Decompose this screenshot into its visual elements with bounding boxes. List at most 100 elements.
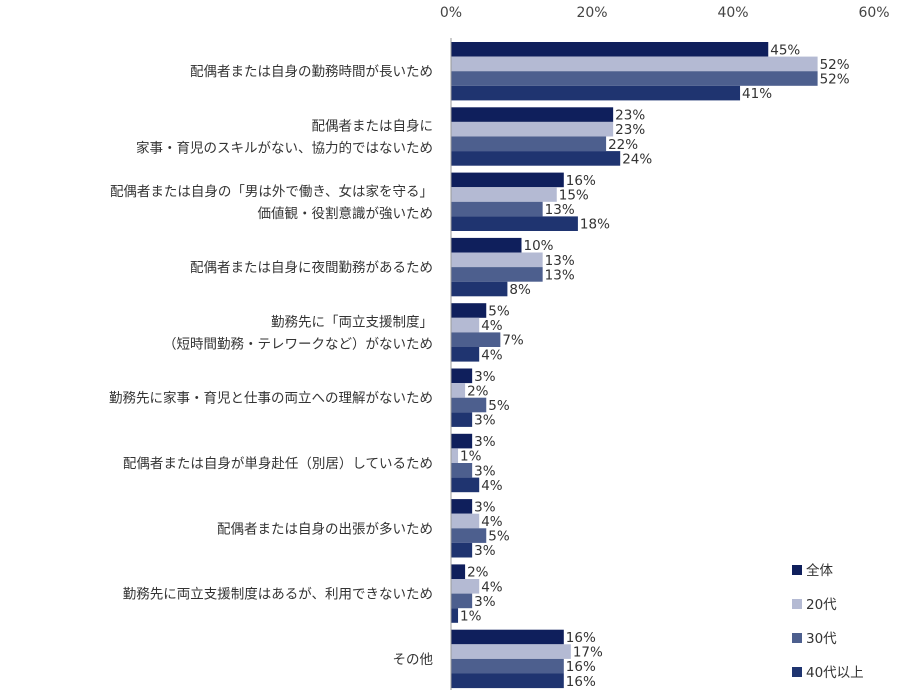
data-label: 5% bbox=[488, 304, 510, 320]
legend: 全体 20代 30代 40代以上 bbox=[792, 562, 864, 681]
data-label: 3% bbox=[474, 413, 496, 429]
data-label: 45% bbox=[770, 42, 800, 58]
bar bbox=[451, 237, 522, 253]
data-label: 1% bbox=[460, 449, 482, 465]
category-label: 配偶者または自身の勤務時間が長いため bbox=[190, 64, 433, 80]
category-labels: 配偶者または自身の勤務時間が長いため配偶者または自身に家事・育児のスキルがない、… bbox=[109, 64, 433, 668]
bar bbox=[451, 317, 480, 333]
bar bbox=[451, 383, 466, 398]
bar bbox=[451, 56, 818, 72]
bar bbox=[451, 433, 473, 449]
data-labels: 45%52%52%41%23%23%22%24%16%15%13%18%10%1… bbox=[460, 42, 850, 690]
bar bbox=[451, 187, 557, 202]
bar bbox=[451, 151, 621, 166]
bar bbox=[451, 368, 473, 384]
bars bbox=[451, 42, 818, 689]
data-label: 41% bbox=[742, 86, 772, 102]
legend-label: 20代 bbox=[806, 597, 837, 613]
data-label: 4% bbox=[481, 478, 503, 494]
data-label: 5% bbox=[488, 529, 510, 545]
category-label: 配偶者または自身の「男は外で働き、女は家を守る」 bbox=[110, 183, 433, 200]
bar bbox=[451, 542, 473, 558]
category-label: その他 bbox=[393, 652, 434, 668]
bar bbox=[451, 42, 769, 57]
data-label: 52% bbox=[820, 72, 850, 88]
data-label: 3% bbox=[474, 463, 496, 479]
bar bbox=[451, 448, 459, 463]
category-label: 家事・育児のスキルがない、協力的ではないため bbox=[136, 140, 433, 157]
category-label: 勤務先に家事・育児と仕事の両立への理解がないため bbox=[109, 390, 433, 407]
data-label: 16% bbox=[566, 630, 596, 646]
data-label: 16% bbox=[566, 674, 596, 690]
legend-swatch bbox=[792, 667, 802, 677]
data-label: 3% bbox=[474, 434, 496, 450]
category-label: 勤務先に「両立支援制度」 bbox=[271, 314, 433, 330]
data-label: 23% bbox=[615, 122, 645, 138]
bar bbox=[451, 477, 480, 493]
bar bbox=[451, 107, 614, 122]
legend-swatch bbox=[792, 633, 802, 643]
bar bbox=[451, 629, 564, 645]
data-label: 2% bbox=[467, 565, 489, 581]
x-tick-label: 20% bbox=[576, 5, 607, 21]
legend-label: 40代以上 bbox=[806, 665, 864, 681]
bar bbox=[451, 397, 487, 413]
data-label: 13% bbox=[545, 202, 575, 218]
bar bbox=[451, 412, 473, 427]
data-label: 17% bbox=[573, 645, 603, 661]
legend-label: 全体 bbox=[806, 562, 834, 579]
data-label: 4% bbox=[481, 514, 503, 530]
bar bbox=[451, 252, 543, 268]
category-label: （短時間勤務・テレワークなど）がないため bbox=[163, 336, 433, 352]
data-label: 16% bbox=[566, 173, 596, 189]
data-label: 10% bbox=[524, 238, 554, 254]
data-label: 22% bbox=[608, 137, 638, 153]
bar bbox=[451, 463, 473, 478]
data-label: 23% bbox=[615, 108, 645, 124]
data-label: 4% bbox=[481, 347, 503, 363]
x-axis-ticks: 0% 20% 40% 60% bbox=[440, 5, 890, 21]
bar bbox=[451, 347, 480, 362]
bar bbox=[451, 644, 571, 659]
bar bbox=[451, 136, 607, 152]
data-label: 4% bbox=[481, 318, 503, 334]
data-label: 2% bbox=[467, 383, 489, 399]
bar bbox=[451, 658, 564, 674]
legend-label: 30代 bbox=[806, 631, 837, 647]
data-label: 3% bbox=[474, 594, 496, 610]
bar bbox=[451, 281, 508, 297]
data-label: 8% bbox=[509, 282, 531, 298]
data-label: 15% bbox=[559, 188, 589, 204]
bar bbox=[451, 564, 466, 579]
bar bbox=[451, 499, 473, 514]
category-label: 勤務先に両立支援制度はあるが、利用できないため bbox=[123, 587, 433, 603]
legend-swatch bbox=[792, 599, 802, 609]
data-label: 13% bbox=[545, 267, 575, 283]
data-label: 5% bbox=[488, 398, 510, 414]
bar bbox=[451, 71, 818, 86]
data-label: 1% bbox=[460, 609, 482, 625]
bar bbox=[451, 85, 741, 101]
data-label: 24% bbox=[622, 151, 652, 167]
bar bbox=[451, 172, 564, 188]
category-label: 配偶者または自身の出張が多いため bbox=[217, 520, 433, 537]
bar bbox=[451, 216, 578, 231]
category-label: 配偶者または自身に bbox=[312, 119, 434, 135]
category-label: 価値観・役割意識が強いため bbox=[258, 205, 434, 222]
bar bbox=[451, 121, 614, 137]
bar bbox=[451, 579, 480, 594]
bar bbox=[451, 673, 564, 689]
category-label: 配偶者または自身が単身赴任（別居）しているため bbox=[123, 456, 433, 472]
data-label: 3% bbox=[474, 499, 496, 515]
data-label: 4% bbox=[481, 579, 503, 595]
data-label: 16% bbox=[566, 659, 596, 675]
category-label: 配偶者または自身に夜間勤務があるため bbox=[190, 260, 433, 276]
x-tick-label: 60% bbox=[858, 5, 889, 21]
bar bbox=[451, 593, 473, 609]
bar bbox=[451, 267, 543, 282]
data-label: 52% bbox=[820, 57, 850, 73]
data-label: 7% bbox=[502, 333, 524, 349]
bar bbox=[451, 528, 487, 543]
x-tick-label: 40% bbox=[717, 5, 748, 21]
